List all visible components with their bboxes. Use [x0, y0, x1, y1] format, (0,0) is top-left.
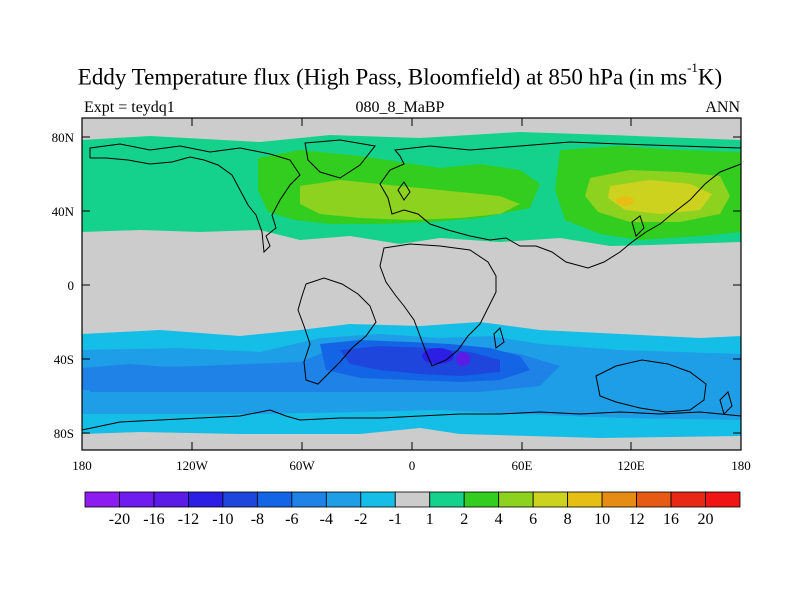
colorbar-label: -4: [320, 511, 333, 528]
lat-tick-label: 80S: [54, 426, 74, 441]
lon-tick-label: 180: [731, 458, 751, 473]
colorbar-label: -16: [143, 511, 164, 528]
colorbar-label: 1: [426, 511, 434, 528]
colorbar-label: -8: [251, 511, 264, 528]
season-label: ANN: [705, 99, 740, 116]
colorbar-box: [394, 491, 431, 508]
colorbar-label: 12: [629, 511, 645, 528]
colorbar-box: [188, 491, 224, 508]
plot-title: Eddy Temperature flux (High Pass, Bloomf…: [77, 60, 723, 90]
lon-tick-label: 0: [409, 458, 416, 473]
colorbar-box: [84, 491, 120, 508]
australia-outline: [595, 359, 707, 413]
longitude-labels: 180 120W 60W 0 60E 120E 180: [72, 458, 751, 473]
longitude-ticks: [81, 118, 742, 450]
colorbar-label: -20: [109, 511, 130, 528]
colorbar-box: [567, 491, 603, 508]
japan-outline: [631, 215, 645, 237]
colorbar-box: [601, 491, 637, 508]
colorbar-box: [153, 491, 189, 508]
colorbar: [84, 491, 741, 508]
north-america-outline: [89, 143, 301, 254]
continent-outlines: [81, 139, 742, 431]
lon-tick-label: 60W: [289, 458, 315, 473]
colorbar-box: [325, 491, 362, 508]
colorbar-box: [119, 491, 155, 508]
period-label: 080_8_MaBP: [355, 99, 445, 116]
colorbar-label: 20: [698, 511, 714, 528]
colorbar-box: [636, 491, 672, 508]
colorbar-box: [670, 491, 706, 508]
latitude-labels: 80N 40N 0 40S 80S: [52, 130, 75, 441]
colorbar-label: 16: [663, 511, 679, 528]
colorbar-label: -6: [285, 511, 298, 528]
sh-flux-pacific-west: [82, 364, 180, 390]
eurasia-outline: [379, 141, 742, 269]
colorbar-label: 10: [594, 511, 610, 528]
colorbar-box: [360, 491, 396, 508]
sh-flux-africa-max: [456, 352, 470, 366]
nh-flux-atlantic-core: [300, 180, 520, 220]
colorbar-label: 6: [529, 511, 537, 528]
lon-tick-label: 60E: [512, 458, 533, 473]
colorbar-label: -1: [389, 511, 402, 528]
lat-tick-label: 40N: [52, 204, 75, 219]
greenland-outline: [304, 139, 376, 179]
nh-flux-asia-max: [616, 196, 634, 206]
madagascar-outline: [493, 327, 505, 349]
lon-tick-label: 120E: [617, 458, 645, 473]
lat-tick-label: 0: [68, 278, 75, 293]
map-field: [82, 118, 741, 450]
colorbar-label: 8: [564, 511, 572, 528]
sh-flux-africa-8: [422, 348, 454, 364]
colorbar-box: [291, 491, 327, 508]
lat-tick-label: 40S: [54, 352, 74, 367]
lon-tick-label: 120W: [176, 458, 209, 473]
nh-flux-asia-peak: [608, 180, 712, 214]
lat-tick-label: 80N: [52, 130, 75, 145]
colorbar-label: 2: [460, 511, 468, 528]
colorbar-labels: -20 -16 -12 -10 -8 -6 -4 -2 -1 1 2 4 6 8 10 12 16 20: [109, 511, 714, 528]
colorbar-label: -2: [354, 511, 367, 528]
colorbar-box: [222, 491, 258, 508]
colorbar-box: [463, 491, 500, 508]
africa-outline: [379, 243, 497, 367]
colorbar-box: [532, 491, 569, 508]
new-zealand-outline: [719, 391, 733, 415]
antarctica-outline: [81, 409, 742, 431]
colorbar-box: [256, 491, 293, 508]
experiment-label: Expt = teydq1: [84, 99, 175, 116]
colorbar-box: [705, 491, 741, 508]
south-america-outline: [297, 277, 377, 385]
colorbar-box: [498, 491, 534, 508]
colorbar-label: -12: [178, 511, 199, 528]
colorbar-box: [429, 491, 465, 508]
colorbar-label: -10: [212, 511, 233, 528]
british-isles-outline: [397, 181, 411, 201]
lon-tick-label: 180: [72, 458, 92, 473]
colorbar-label: 4: [495, 511, 503, 528]
